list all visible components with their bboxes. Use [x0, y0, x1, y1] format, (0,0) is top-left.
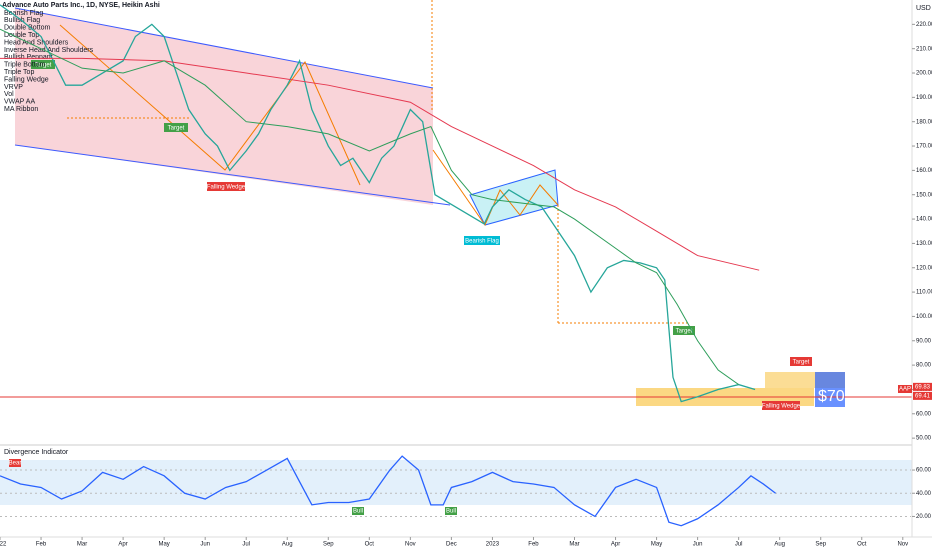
- y-tick-label: 190.00: [916, 95, 932, 101]
- y-tick-label: 80.00: [916, 363, 932, 369]
- label: Falling Wedge: [207, 185, 246, 191]
- indicator-name: Bearish Flag: [4, 10, 43, 17]
- indicator-name: VRVP: [4, 84, 23, 91]
- x-tick-label: Aug: [774, 542, 785, 548]
- indicator-name: Head And Shoulders: [4, 39, 69, 46]
- label: Bear: [9, 461, 22, 467]
- channel-bottom: [14, 144, 451, 206]
- y-tick-label: 60.00: [916, 411, 932, 417]
- label: Target: [168, 126, 185, 132]
- y-tick-label: 210.00: [916, 46, 932, 52]
- x-tick-label: May: [158, 542, 169, 548]
- x-tick-label: Dec: [446, 542, 457, 548]
- pane-title: Divergence Indicator: [4, 449, 69, 456]
- pattern-zigzag: [432, 149, 559, 227]
- indicator-name: MA Ribbon: [4, 106, 38, 113]
- pattern-zigzag: [59, 24, 361, 186]
- x-tick-label: Jul: [242, 542, 250, 548]
- y-tick-label: 220.00: [916, 22, 932, 28]
- x-tick-label: Nov: [405, 542, 416, 548]
- label-box: [464, 236, 500, 245]
- x-tick-label: Jul: [735, 542, 743, 548]
- series-line: [0, 57, 760, 271]
- channel-top: [14, 7, 434, 89]
- x-tick-label: Nov: [897, 542, 908, 548]
- title: Advance Auto Parts Inc., 1D, NYSE, Heiki…: [2, 2, 160, 9]
- x-tick-label: Feb: [36, 542, 47, 548]
- label: Target: [35, 63, 52, 69]
- x-tick-label: Jun: [693, 542, 703, 548]
- y-tick-label: 180.00: [916, 119, 932, 125]
- y-tick-label: 40.00: [916, 491, 932, 497]
- y-tick-label: 120.00: [916, 265, 932, 271]
- y-tick-label: 110.00: [916, 290, 932, 296]
- indicator-name: Vol: [4, 91, 14, 98]
- label-box: [164, 123, 188, 132]
- price-marker-label: 69.41: [915, 393, 931, 399]
- y-tick-label: 170.00: [916, 144, 932, 150]
- price-marker: [913, 391, 932, 400]
- currency: USD: [916, 5, 931, 12]
- price-note: $70: [818, 388, 845, 405]
- x-tick-label: Jun: [200, 542, 210, 548]
- y-tick-label: 60.00: [916, 468, 932, 474]
- y-tick-label: 160.00: [916, 168, 932, 174]
- label: Bearish Flag: [465, 239, 499, 245]
- series-line: [0, 28, 739, 385]
- series-line: [0, 455, 776, 527]
- y-tick-label: 20.00: [916, 514, 932, 520]
- x-tick-label: Mar: [569, 542, 579, 548]
- symbol: AAP: [899, 387, 911, 393]
- osc-band: [0, 460, 912, 505]
- x-tick-label: Aug: [282, 542, 293, 548]
- x-tick-label: Apr: [611, 542, 620, 548]
- label: Target: [676, 329, 693, 335]
- zone: [815, 372, 845, 407]
- y-tick-label: 100.00: [916, 314, 932, 320]
- label-box: [31, 60, 55, 69]
- y-tick-label: 90.00: [916, 338, 932, 344]
- y-tick-label: 50.00: [916, 436, 932, 442]
- x-tick-label: 22: [0, 542, 7, 548]
- label: Bull: [353, 509, 363, 515]
- indicator-name: Double Top: [4, 32, 39, 39]
- label-box: [9, 459, 21, 467]
- indicator-name: Double Bottom: [4, 25, 50, 32]
- x-tick-label: 2023: [486, 542, 500, 548]
- price-marker-label: 69.83: [915, 384, 931, 390]
- label: Falling Wedge: [762, 404, 801, 410]
- y-tick-label: 150.00: [916, 192, 932, 198]
- indicator-name: Triple Bottom: [4, 62, 46, 69]
- label-box: [790, 357, 812, 366]
- x-tick-label: Sep: [815, 542, 826, 548]
- x-tick-label: May: [651, 542, 662, 548]
- indicator-name: Falling Wedge: [4, 76, 49, 83]
- indicator-name: VWAP AA: [4, 99, 35, 106]
- indicator-name: Bullish Pennant: [4, 54, 53, 61]
- x-tick-label: Oct: [365, 542, 375, 548]
- x-tick-label: Feb: [528, 542, 539, 548]
- x-tick-label: Apr: [118, 542, 127, 548]
- price-marker: [913, 382, 932, 391]
- label: Bull: [446, 509, 456, 515]
- label-box: [673, 326, 695, 335]
- label-box: [445, 507, 457, 515]
- series-line: [0, 4, 756, 403]
- y-tick-label: 130.00: [916, 241, 932, 247]
- x-tick-label: Sep: [323, 542, 334, 548]
- wedge-zone: [15, 8, 433, 205]
- label-box: [762, 401, 800, 410]
- label-box: [207, 182, 245, 191]
- label-box: [352, 507, 364, 515]
- x-tick-label: Mar: [77, 542, 87, 548]
- indicator-name: Inverse Head And Shoulders: [4, 47, 94, 54]
- y-tick-label: 200.00: [916, 71, 932, 77]
- indicator-name: Triple Top: [4, 69, 34, 76]
- x-tick-label: Oct: [857, 542, 867, 548]
- y-tick-label: 140.00: [916, 217, 932, 223]
- label-box: [898, 385, 912, 393]
- label: Target: [793, 360, 810, 366]
